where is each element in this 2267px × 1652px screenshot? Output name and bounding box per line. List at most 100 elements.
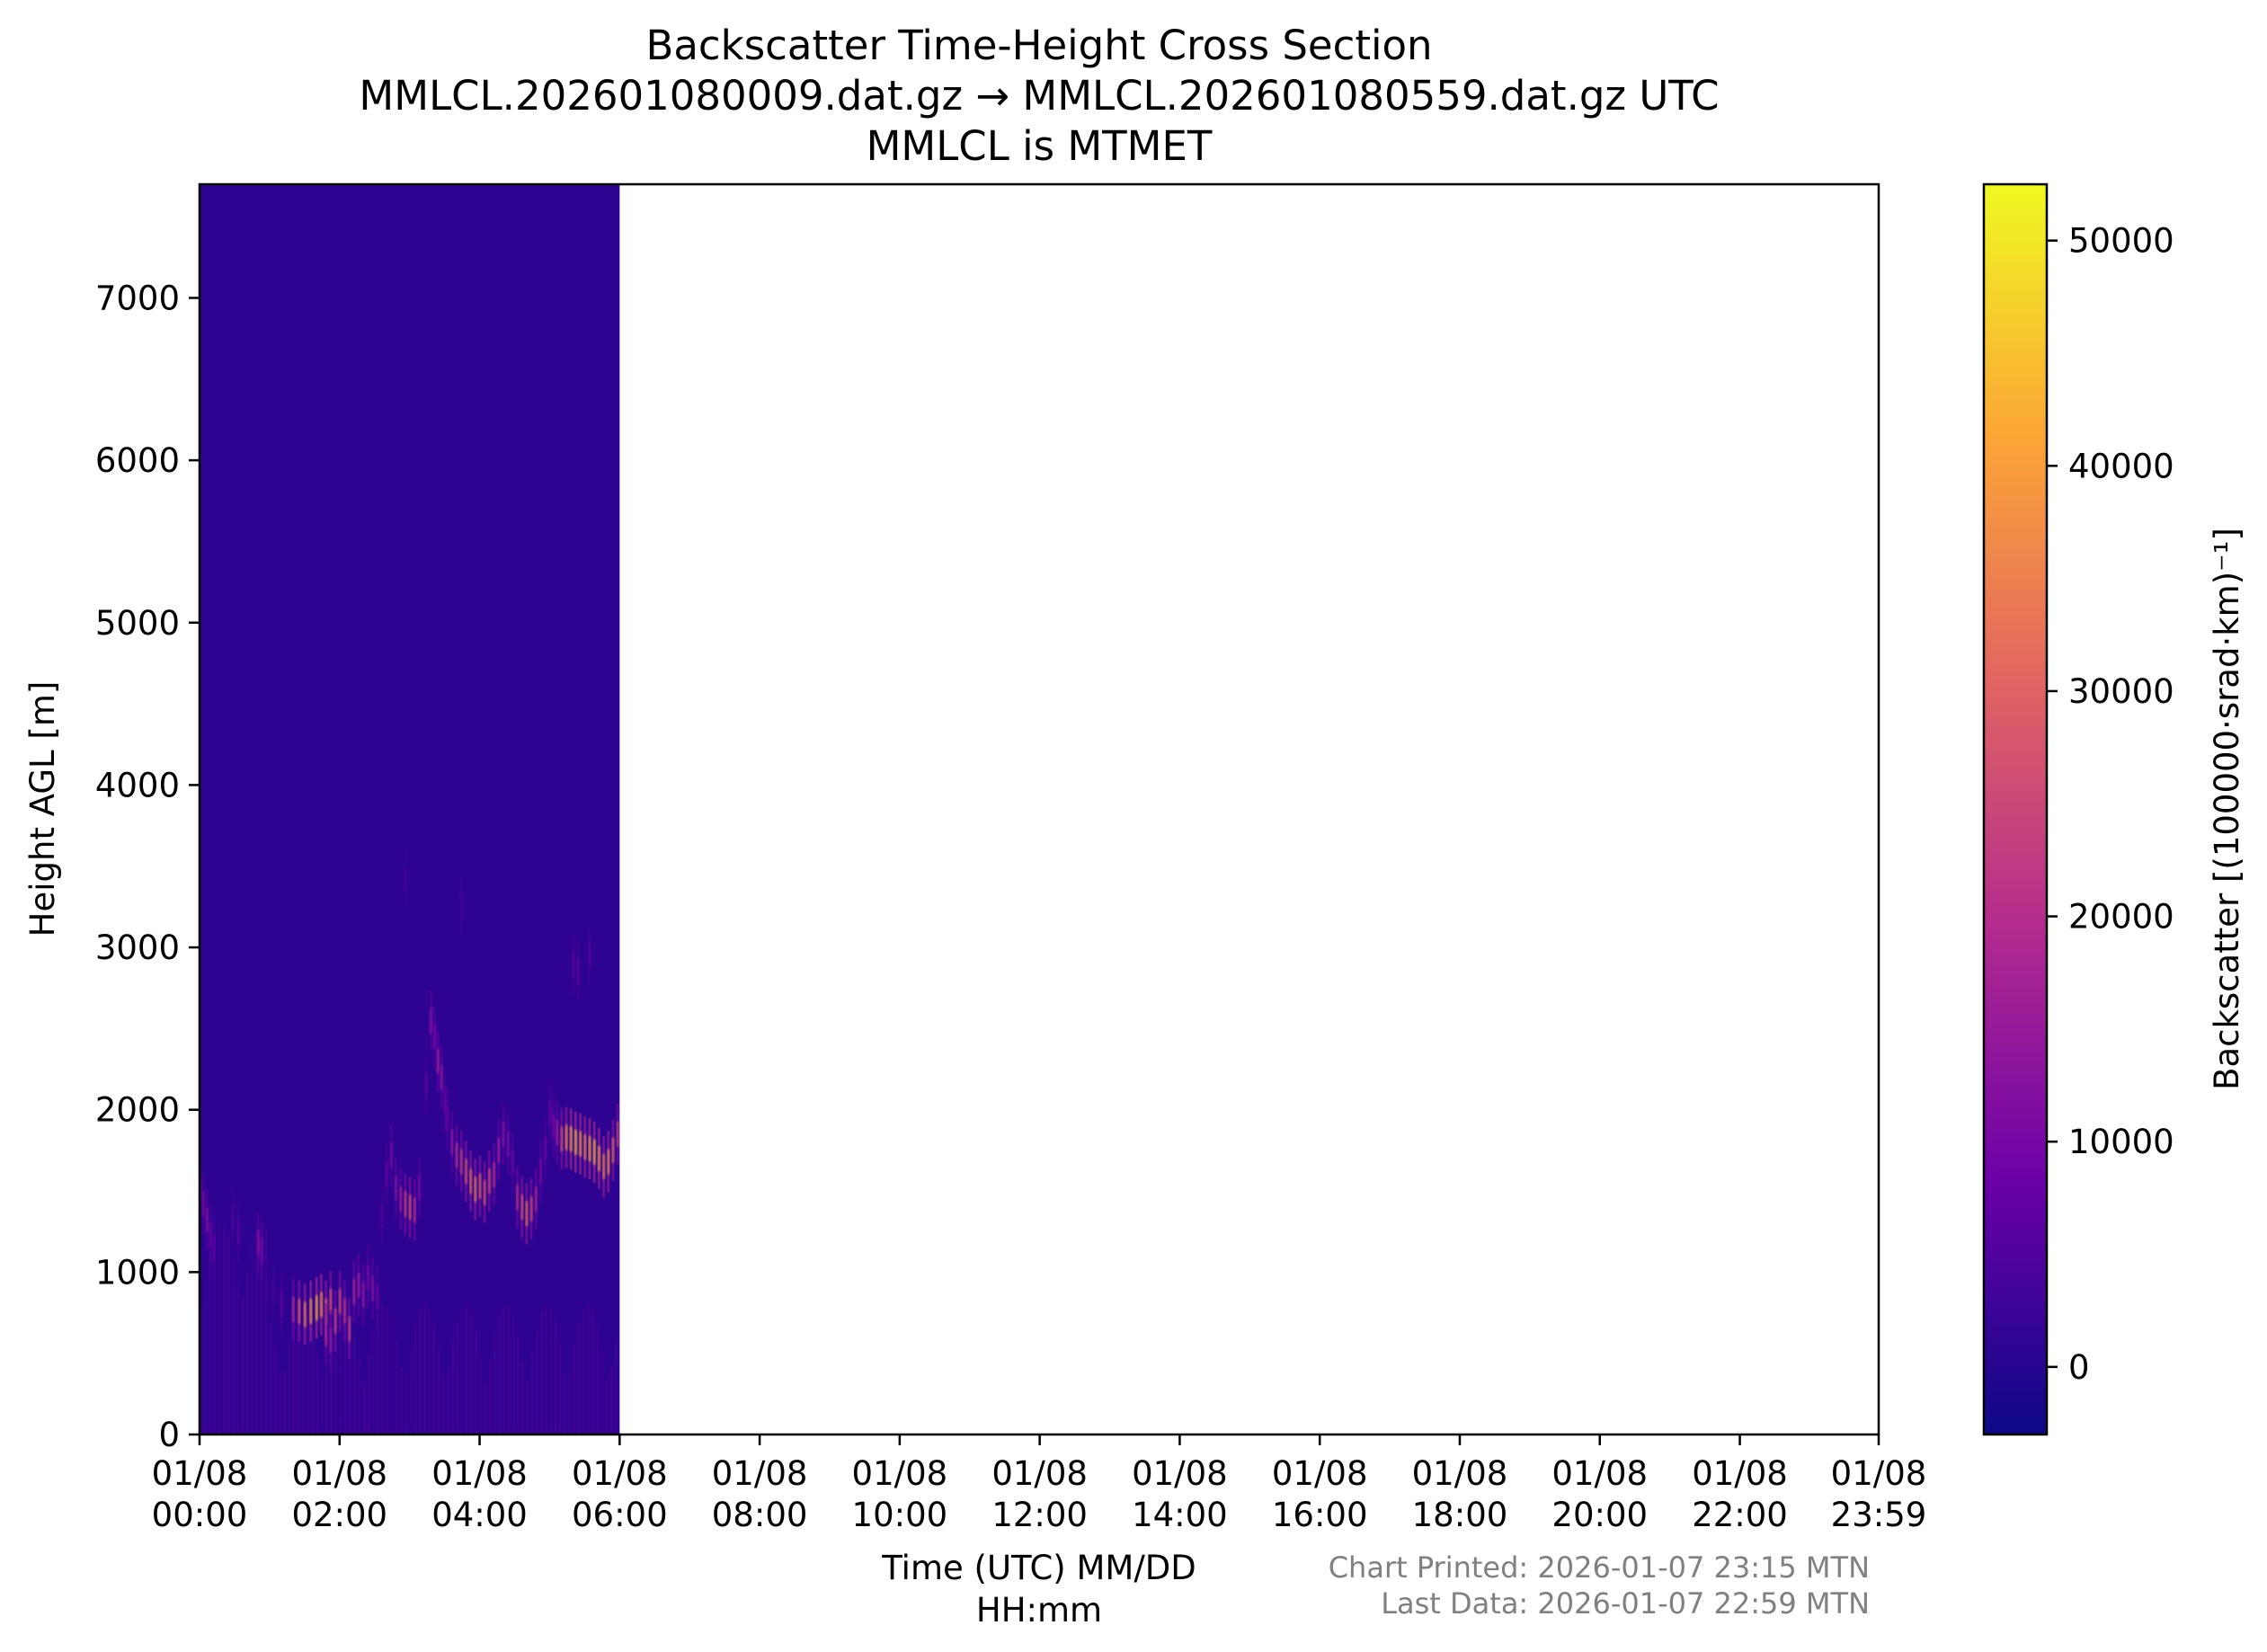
plot-area: [198, 182, 1880, 1436]
haze-cell: [609, 1364, 613, 1434]
x-axis-ticks: 01/0800:0001/0802:0001/0804:0001/0806:00…: [152, 1434, 1926, 1534]
haze-cell: [507, 1306, 511, 1434]
y-tick-label: 2000: [95, 1091, 180, 1130]
haze-cell: [405, 1374, 408, 1434]
haze-cell: [218, 1223, 221, 1434]
haze-cell: [307, 1311, 310, 1434]
haze-cell: [591, 1310, 594, 1434]
haze-cell: [292, 1321, 296, 1434]
x-tick-time: 20:00: [1551, 1496, 1648, 1534]
y-tick-label: 5000: [95, 604, 180, 643]
layer-cell: [280, 1292, 283, 1318]
haze-cell: [251, 1245, 253, 1434]
layer-cell: [399, 1186, 402, 1212]
layer-cell: [409, 1195, 412, 1221]
haze-cell: [358, 1359, 361, 1434]
layer-cell: [352, 1279, 355, 1305]
y-tick-label: 6000: [95, 441, 180, 480]
layer-cell: [607, 1149, 609, 1175]
layer-cell: [598, 1145, 600, 1171]
layer-cell: [430, 1008, 432, 1034]
haze-cell: [362, 1382, 366, 1434]
layer-cell: [520, 1195, 523, 1221]
colorbar-tick-label: 50000: [2068, 222, 2174, 261]
layer-cell: [371, 1275, 374, 1301]
layer-cell: [488, 1168, 491, 1195]
layer-cell: [484, 1179, 486, 1205]
layer-cell: [418, 1175, 421, 1201]
chart-printed-text: Chart Printed: 2026-01-07 23:15 MTN: [1329, 1550, 1870, 1585]
haze-cell: [511, 1317, 515, 1434]
haze-cell: [298, 1308, 300, 1434]
y-axis-ticks: 0 1000 2000 3000 4000 5000 6000 7000: [95, 279, 200, 1454]
haze-cell: [269, 1323, 272, 1434]
haze-cell: [573, 1345, 575, 1434]
haze-cell: [227, 1237, 230, 1434]
layer-cell: [469, 1168, 472, 1195]
haze-cell: [484, 1382, 487, 1434]
layer-cell: [437, 1048, 440, 1074]
layer-cell: [535, 1186, 538, 1212]
x-tick-time: 10:00: [852, 1496, 948, 1534]
haze-cell: [526, 1380, 529, 1434]
haze-cell: [288, 1343, 291, 1434]
haze-cell: [502, 1305, 506, 1434]
haze-cell: [423, 1304, 426, 1434]
layer-cell: [516, 1185, 519, 1211]
haze-cell: [605, 1378, 609, 1434]
layer-cell: [465, 1159, 467, 1185]
colorbar-ticks: 0 10000 20000 30000 40000 50000: [2047, 222, 2174, 1387]
haze-cell: [367, 1354, 370, 1434]
haze-cell: [545, 1304, 547, 1434]
x-tick-time: 22:00: [1692, 1496, 1788, 1534]
haze-cell: [419, 1310, 422, 1434]
layer-cell: [390, 1142, 393, 1168]
y-tick-label: 4000: [95, 766, 180, 804]
layer-cell: [334, 1308, 337, 1334]
layer-cell: [502, 1121, 505, 1147]
x-tick-time: 04:00: [431, 1496, 528, 1534]
layer-cell: [425, 1072, 428, 1098]
x-tick-date: 01/08: [1272, 1454, 1368, 1493]
haze-cell: [222, 1225, 226, 1434]
haze-cell: [255, 1230, 258, 1434]
last-data-text: Last Data: 2026-01-07 22:59 MTN: [1381, 1586, 1870, 1621]
layer-cell: [548, 1100, 551, 1126]
x-tick-date: 01/08: [1692, 1454, 1788, 1493]
layer-cell: [292, 1296, 295, 1322]
haze-cell: [316, 1352, 319, 1434]
haze-cell: [302, 1304, 305, 1434]
layer-cell: [395, 1175, 397, 1201]
x-tick-time: 06:00: [572, 1496, 668, 1534]
haze-cell: [586, 1304, 590, 1434]
chart-title: Backscatter Time-Height Cross Section: [645, 22, 1432, 69]
layer-cell: [577, 959, 580, 985]
haze-cell: [521, 1362, 524, 1434]
x-tick-date: 01/08: [1132, 1454, 1228, 1493]
layer-cell: [209, 1221, 212, 1248]
haze-cell: [535, 1328, 538, 1434]
colorbar-tick-label: 0: [2068, 1348, 2090, 1387]
haze-cell: [432, 1324, 436, 1434]
layer-cell: [493, 1161, 495, 1187]
haze-cell: [343, 1305, 347, 1434]
haze-cell: [200, 1304, 202, 1434]
haze-cell: [390, 1319, 394, 1434]
layer-cell: [304, 1301, 307, 1328]
x-tick-time: 12:00: [991, 1496, 1088, 1534]
haze-cell: [413, 1324, 417, 1434]
layer-cell: [339, 1288, 342, 1314]
haze-cell: [465, 1304, 468, 1434]
layer-cell: [565, 1124, 568, 1150]
haze-cell: [264, 1227, 268, 1434]
layer-cell: [507, 1131, 510, 1157]
haze-cell: [209, 1250, 211, 1434]
layer-cell: [380, 1203, 384, 1229]
haze-cell: [213, 1232, 217, 1434]
layer-cell: [446, 1105, 449, 1131]
haze-cell: [447, 1367, 449, 1434]
haze-cell: [236, 1283, 240, 1434]
layer-cell: [298, 1298, 300, 1324]
layer-cell: [497, 1137, 500, 1163]
